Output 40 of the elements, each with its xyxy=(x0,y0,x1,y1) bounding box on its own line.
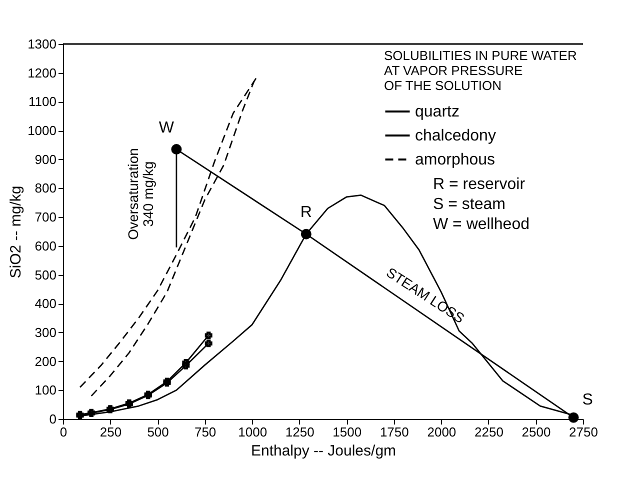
annotation: Oversaturation xyxy=(125,148,141,240)
x-tick-label: 1000 xyxy=(238,424,268,440)
x-tick-label: 750 xyxy=(194,424,216,440)
x-tick-label: 2250 xyxy=(474,424,504,440)
annotation: W = wellheod xyxy=(433,216,530,233)
x-tick-label: 0 xyxy=(60,424,68,440)
x-tick-label: 2500 xyxy=(522,424,551,440)
y-tick-label: 1300 xyxy=(28,36,56,52)
annotation: 340 mg/kg xyxy=(140,161,156,227)
x-tick-label: 2750 xyxy=(569,424,598,440)
y-tick-label: 1000 xyxy=(28,123,56,138)
annotation: R = reservoir xyxy=(433,176,526,193)
annotation: R xyxy=(300,204,312,222)
legend-title: SOLUBILITIES IN PURE WATER AT VAPOR PRESSURE OF THE SOLUTION xyxy=(384,48,577,93)
y-tick-label: 200 xyxy=(34,354,56,369)
legend-label: quartz xyxy=(415,104,460,120)
x-axis-title: Enthalpy -- Joules/gm xyxy=(250,442,396,460)
legend-label: amorphous xyxy=(415,152,496,168)
x-tick-label: 2000 xyxy=(427,424,456,440)
x-tick-label: 1500 xyxy=(332,424,362,440)
annotation: S = steam xyxy=(433,196,506,213)
y-tick-label: 1100 xyxy=(28,94,56,110)
y-axis-title: SiO2 -- mg/kg xyxy=(8,186,25,278)
y-tick-label: 900 xyxy=(34,152,56,167)
annotation: W xyxy=(158,119,175,136)
y-tick-label: 500 xyxy=(34,267,56,282)
legend-label: chalcedony xyxy=(415,128,496,144)
x-tick-label: 1250 xyxy=(285,424,314,440)
y-tick-label: 400 xyxy=(34,296,56,312)
annotation: S xyxy=(582,392,593,409)
y-tick-label: 100 xyxy=(34,382,56,398)
x-tick-label: 1750 xyxy=(380,424,409,440)
y-tick-label: 0 xyxy=(49,412,56,426)
y-tick-label: 300 xyxy=(34,324,56,340)
x-tick-label: 500 xyxy=(147,424,169,440)
y-tick-label: 800 xyxy=(34,180,56,196)
x-tick-label: 250 xyxy=(100,424,122,440)
y-tick-label: 600 xyxy=(34,238,56,254)
y-tick-label: 700 xyxy=(34,210,56,225)
y-tick-label: 1200 xyxy=(28,65,56,80)
